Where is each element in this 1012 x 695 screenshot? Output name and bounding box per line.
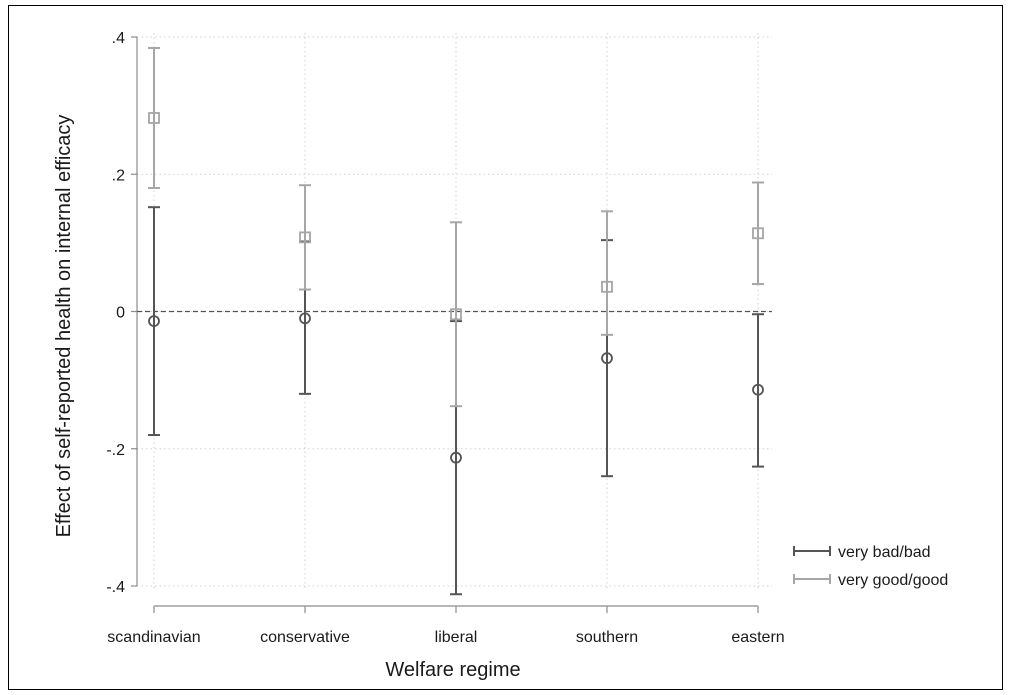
x-tick-label: southern: [576, 629, 638, 646]
point-marker-square: [450, 308, 462, 321]
y-axis-title: Effect of self-reported health on intern…: [53, 115, 75, 538]
series-group: [148, 46, 764, 596]
outer-frame: [8, 5, 1003, 690]
x-axis-title: Welfare regime: [385, 659, 520, 681]
point-marker-square: [148, 112, 160, 124]
y-tick-label: .2: [112, 167, 125, 184]
point-marker-square: [752, 227, 764, 240]
point-marker-circle: [601, 352, 613, 365]
y-tick-label: .4: [112, 30, 125, 47]
point-marker-circle: [450, 451, 462, 464]
y-tick-label: -.2: [106, 442, 125, 459]
axes: -.4 -.2 0 .2 .4 scandinavian conservative liber…: [106, 30, 784, 646]
y-tick-label: -.4: [106, 579, 125, 596]
point-marker-square: [299, 231, 311, 244]
legend: very bad/bad very good/good: [793, 544, 948, 589]
legend-label: very good/good: [838, 572, 948, 589]
point-marker-circle: [148, 315, 160, 328]
y-tick-label: 0: [116, 305, 125, 322]
legend-label: very bad/bad: [838, 544, 931, 561]
x-tick-label: eastern: [731, 629, 784, 646]
x-tick-label: liberal: [435, 629, 478, 646]
point-marker-square: [601, 280, 613, 293]
x-tick-label: conservative: [260, 629, 350, 646]
x-tick-label: scandinavian: [107, 629, 200, 646]
point-marker-circle: [752, 383, 764, 396]
point-marker-circle: [299, 312, 311, 325]
